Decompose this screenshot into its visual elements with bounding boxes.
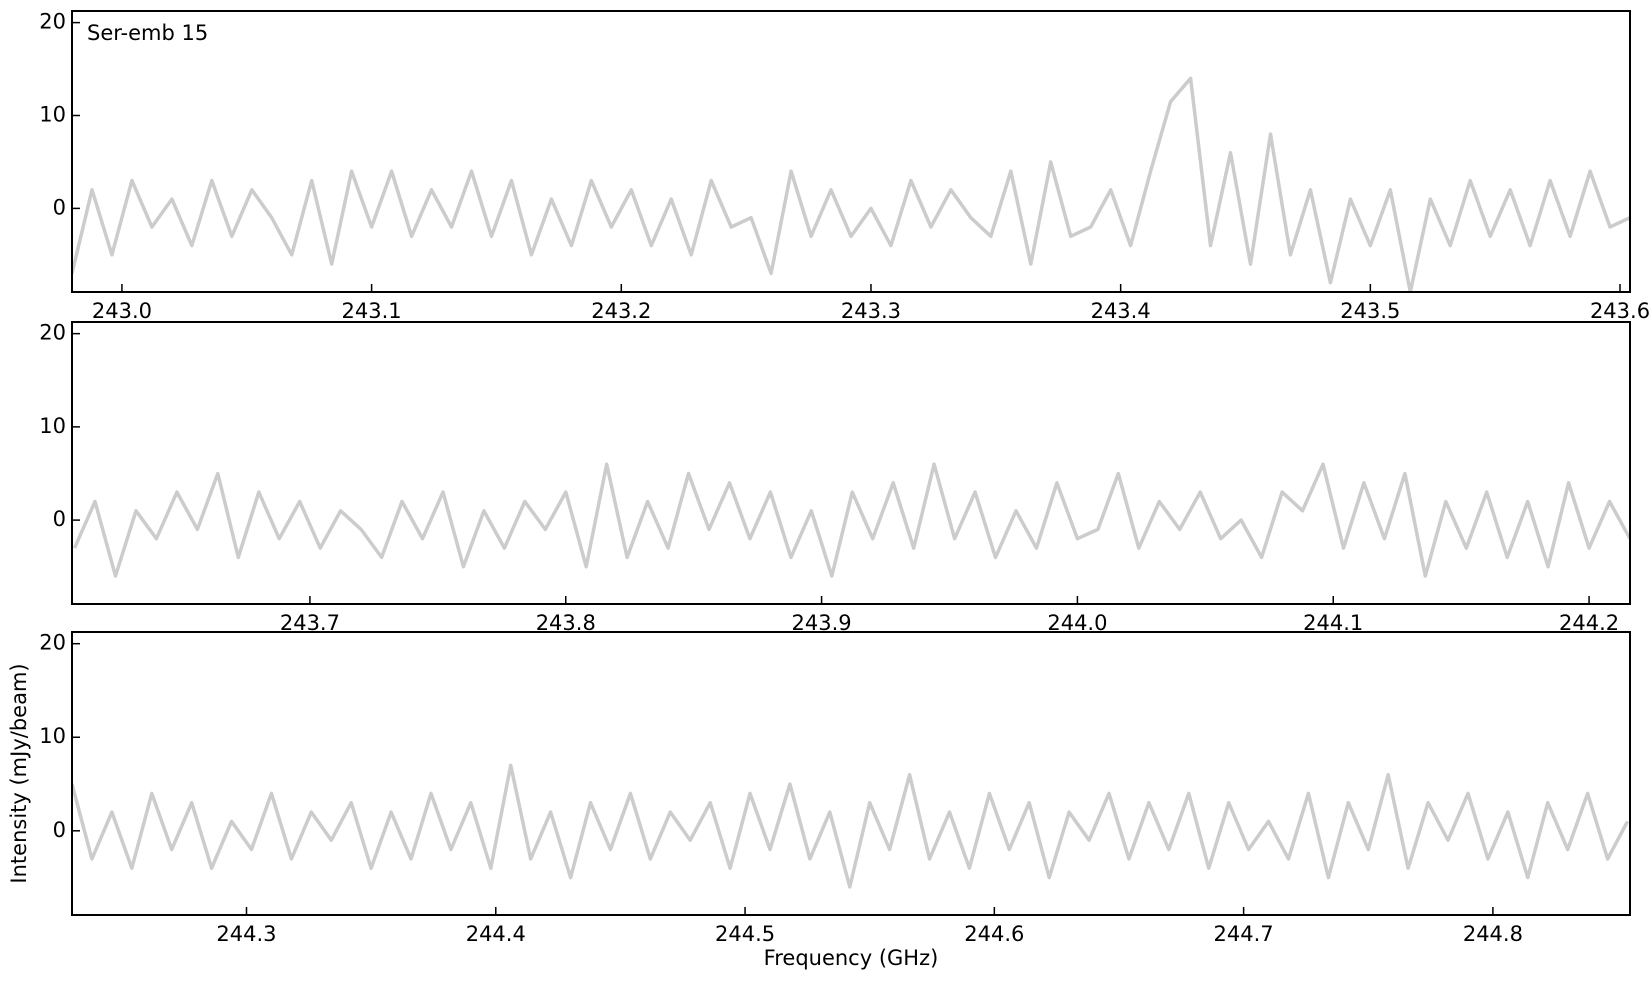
x-tick-label: 243.0 bbox=[92, 299, 152, 323]
plot-frame bbox=[71, 321, 1631, 605]
x-tick-label: 243.3 bbox=[841, 299, 901, 323]
spectrum-line bbox=[72, 76, 1630, 292]
plot-frame bbox=[71, 631, 1631, 916]
y-tick-label: 20 bbox=[39, 631, 66, 655]
y-tick-label: 0 bbox=[53, 818, 66, 842]
x-tick-label: 244.5 bbox=[715, 922, 775, 946]
x-tick-label: 243.5 bbox=[1340, 299, 1400, 323]
x-tick-label: 244.7 bbox=[1214, 922, 1274, 946]
spectrum-line bbox=[72, 462, 1630, 578]
plot-frame bbox=[71, 10, 1631, 293]
x-tick-label: 243.2 bbox=[591, 299, 651, 323]
x-tick-label: 244.3 bbox=[216, 922, 276, 946]
x-tick-label: 244.8 bbox=[1463, 922, 1523, 946]
y-tick-label: 20 bbox=[39, 321, 66, 345]
y-axis-label: Intensity (mJy/beam) bbox=[7, 663, 31, 883]
y-tick-label: 10 bbox=[39, 103, 66, 127]
x-tick-label: 243.6 bbox=[1590, 299, 1650, 323]
y-tick-label: 10 bbox=[39, 724, 66, 748]
x-tick-label: 244.6 bbox=[964, 922, 1024, 946]
annotation: Ser-emb 15 bbox=[87, 21, 208, 45]
y-tick-label: 0 bbox=[53, 195, 66, 219]
y-tick-label: 20 bbox=[39, 10, 66, 34]
spectrum-line bbox=[72, 763, 1630, 889]
x-axis-label: Frequency (GHz) bbox=[764, 946, 939, 970]
x-tick-label: 243.4 bbox=[1091, 299, 1151, 323]
y-tick-label: 10 bbox=[39, 414, 66, 438]
y-tick-label: 0 bbox=[53, 507, 66, 531]
x-tick-label: 244.4 bbox=[466, 922, 526, 946]
x-tick-label: 243.1 bbox=[342, 299, 402, 323]
